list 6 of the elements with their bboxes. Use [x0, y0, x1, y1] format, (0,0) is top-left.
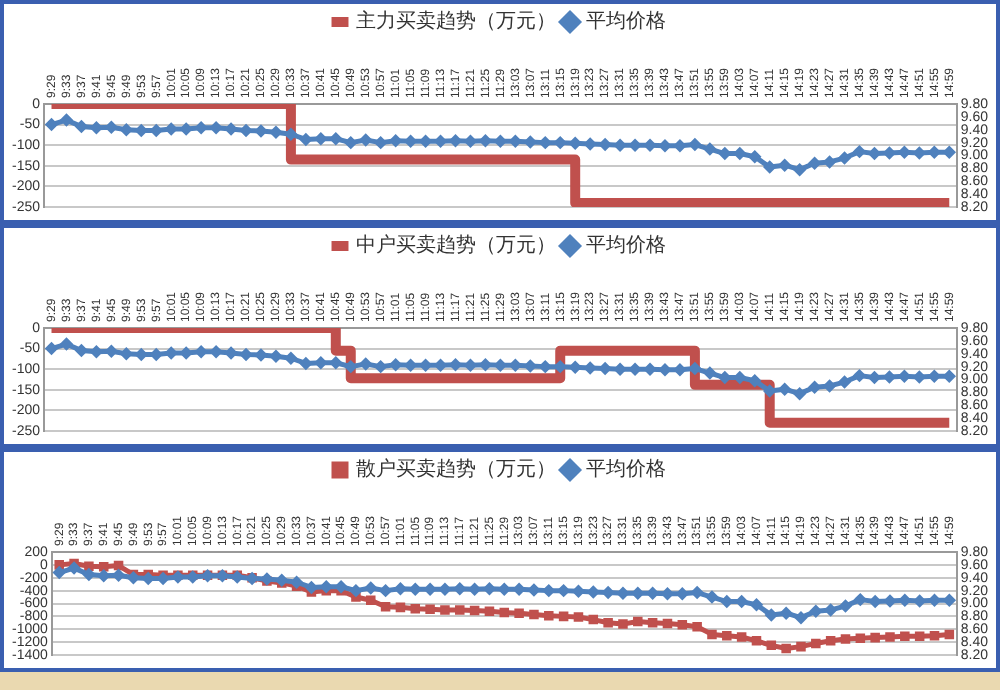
legend-label: 主力买卖趋势（万元） — [356, 9, 556, 34]
legend-label: 平均价格 — [586, 457, 666, 482]
legend-label: 中户买卖趋势（万元） — [356, 233, 556, 258]
legend-label: 平均价格 — [586, 233, 666, 258]
legend-label: 平均价格 — [586, 9, 666, 34]
legend-label: 散户买卖趋势（万元） — [356, 457, 556, 482]
